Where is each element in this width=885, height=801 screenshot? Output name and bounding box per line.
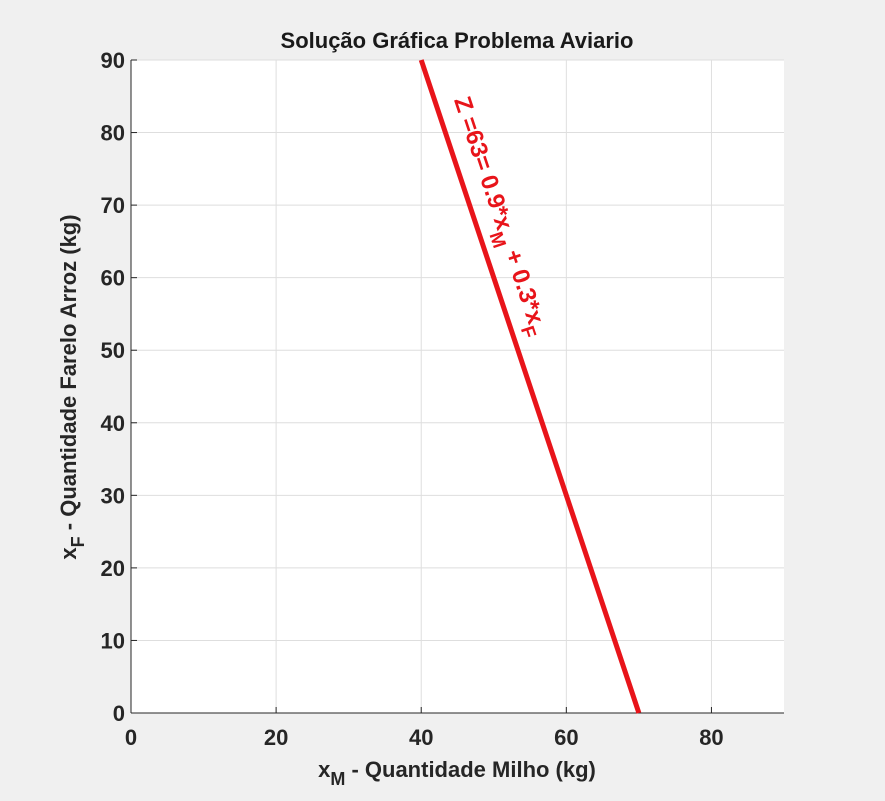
y-tick-label: 0 [113,701,125,726]
y-tick-label: 90 [101,48,125,73]
x-axis-label-text: - Quantidade Milho (kg) [345,757,596,782]
series-line [418,59,642,714]
tick-labels: 0 20 40 60 80 0 10 20 30 40 50 60 70 80 90 [101,48,724,750]
x-axis-label-subscript: M [330,769,345,789]
y-axis-label: xF - Quantidade Farelo Arroz (kg) [56,214,88,559]
y-tick-label: 70 [101,193,125,218]
y-tick-label: 30 [101,483,125,508]
series-layer [418,59,642,714]
y-tick-label: 10 [101,628,125,653]
x-axis-label-var: x [318,757,331,782]
x-tick-label: 80 [699,725,723,750]
grid-lines [131,59,784,713]
x-axis-label: xM - Quantidade Milho (kg) [318,757,596,789]
annotation-subscript: M [484,229,509,251]
y-tick-label: 50 [101,338,125,363]
x-tick-label: 0 [125,725,137,750]
axes [130,59,784,714]
x-tick-label: 40 [409,725,433,750]
y-tick-label: 40 [101,411,125,436]
y-axis-label-text: - Quantidade Farelo Arroz (kg) [56,214,81,536]
chart-title: Solução Gráfica Problema Aviario [281,28,634,53]
y-axis-label-var: x [56,547,81,560]
y-tick-label: 20 [101,556,125,581]
y-tick-label: 60 [101,266,125,291]
x-tick-label: 60 [554,725,578,750]
plot-area [131,60,784,713]
x-tick-label: 20 [264,725,288,750]
y-tick-label: 80 [101,121,125,146]
y-axis-label-subscript: F [68,536,88,547]
